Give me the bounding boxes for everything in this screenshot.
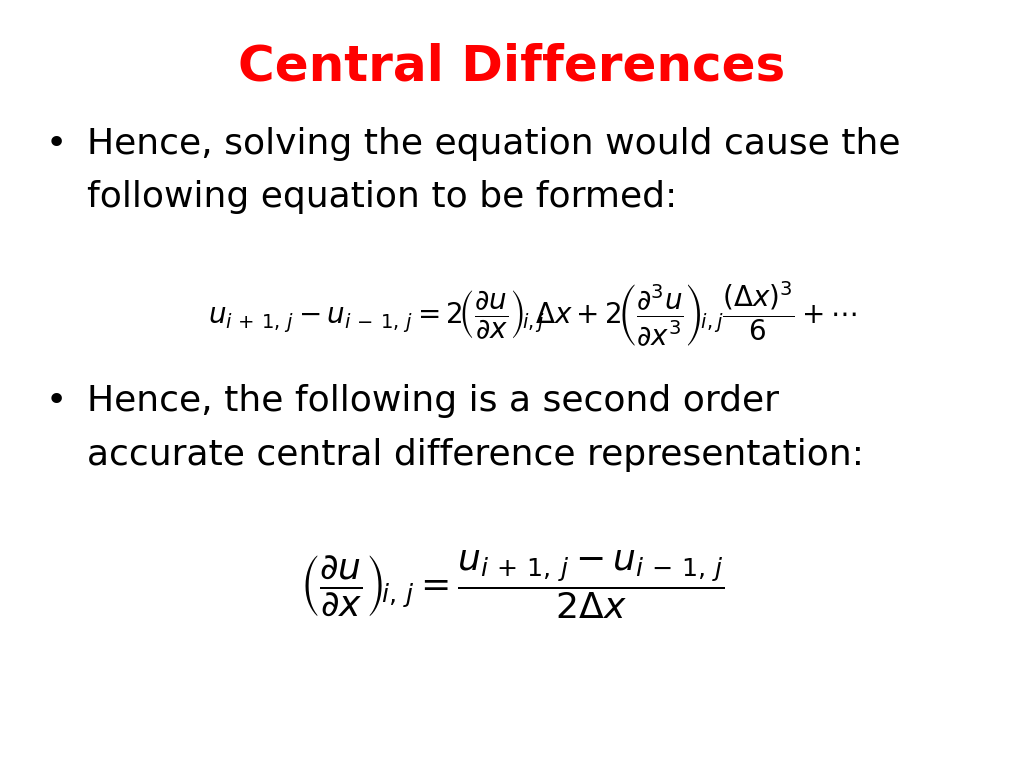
Text: $u_{i\,+\,1,\,j} - u_{i\,-\,1,\,j} = 2\!\left(\dfrac{\partial u}{\partial x}\rig: $u_{i\,+\,1,\,j} - u_{i\,-\,1,\,j} = 2\!… bbox=[208, 280, 857, 349]
Text: Hence, solving the equation would cause the: Hence, solving the equation would cause … bbox=[87, 127, 900, 161]
Text: Central Differences: Central Differences bbox=[239, 42, 785, 91]
Text: accurate central difference representation:: accurate central difference representati… bbox=[87, 438, 864, 472]
Text: $\left(\dfrac{\partial u}{\partial x}\right)_{\!i,\,j} = \dfrac{u_{i\,+\,1,\,j} : $\left(\dfrac{\partial u}{\partial x}\ri… bbox=[300, 549, 724, 621]
Text: Hence, the following is a second order: Hence, the following is a second order bbox=[87, 384, 779, 418]
Text: •: • bbox=[46, 127, 68, 161]
Text: •: • bbox=[46, 384, 68, 418]
Text: following equation to be formed:: following equation to be formed: bbox=[87, 180, 677, 214]
